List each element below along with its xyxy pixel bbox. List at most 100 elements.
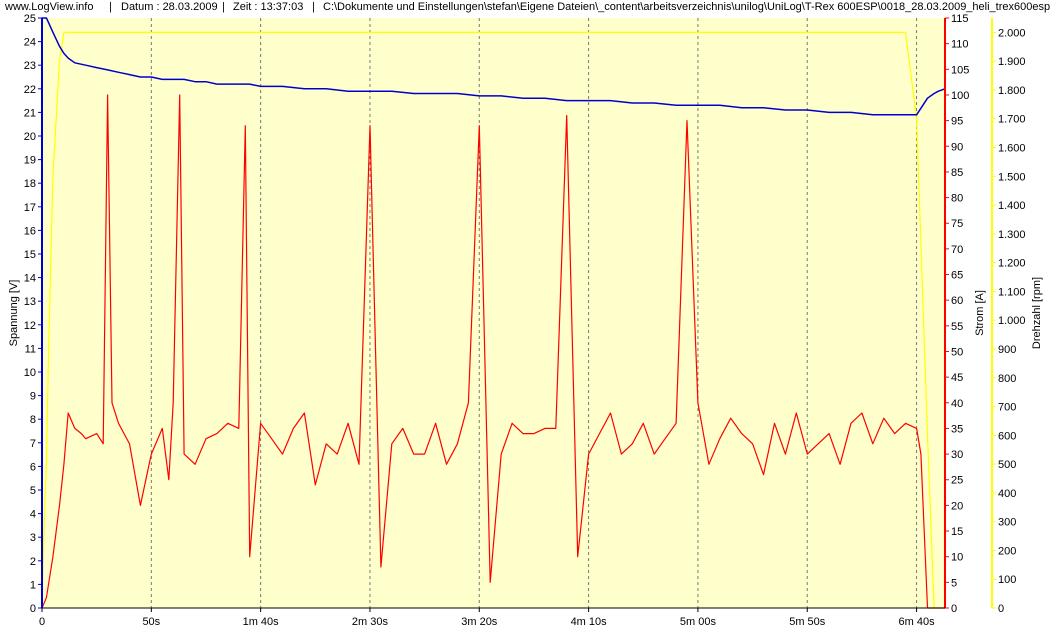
x-tick-label: 6m 40s (899, 616, 936, 628)
series-layer (41, 17, 946, 609)
voltage-tick-label: 0 (30, 603, 36, 615)
current-tick-label: 35 (951, 423, 963, 435)
rpm-tick-label: 100 (998, 574, 1016, 586)
rpm-tick-label: 500 (998, 459, 1016, 471)
voltage-tick-label: 21 (24, 107, 36, 119)
plot-area (42, 18, 945, 608)
rpm-tick-label: 0 (998, 603, 1004, 615)
current-tick-label: 105 (951, 64, 969, 76)
rpm-tick-label: 2.000 (998, 27, 1026, 39)
voltage-tick-label: 15 (24, 249, 36, 261)
voltage-tick-label: 3 (30, 532, 36, 544)
current-tick-label: 25 (951, 475, 963, 487)
rpm-tick-label: 1.600 (998, 143, 1026, 155)
rpm-tick-label: 900 (998, 344, 1016, 356)
x-tick-label: 50s (142, 616, 160, 628)
voltage-tick-label: 22 (24, 84, 36, 96)
current-tick-label: 80 (951, 193, 963, 205)
voltage-tick-label: 16 (24, 225, 36, 237)
x-tick-label: 2m 30s (352, 616, 389, 628)
current-tick-label: 50 (951, 346, 963, 358)
rpm-tick-label: 800 (998, 373, 1016, 385)
voltage-tick-label: 6 (30, 461, 36, 473)
current-tick-label: 95 (951, 116, 963, 128)
date-label: Datum : 28.03.2009 (121, 1, 218, 13)
current-tick-label: 0 (951, 603, 957, 615)
current-tick-label: 10 (951, 552, 963, 564)
separator: | (109, 1, 112, 13)
x-axis: 0 50s 1m 40s 2m 30s 3m 20s 4m 10s 5m 00s 5m 50s… (39, 608, 935, 628)
rpm-tick-label: 1.900 (998, 56, 1026, 68)
voltage-tick-label: 5 (30, 485, 36, 497)
x-tick-label: 5m 50s (789, 616, 826, 628)
current-tick-label: 15 (951, 526, 963, 538)
rpm-tick-label: 1.800 (998, 85, 1026, 97)
voltage-tick-label: 18 (24, 178, 36, 190)
voltage-tick-label: 1 (30, 579, 36, 591)
voltage-axis-label: Spannung [V] (8, 280, 20, 347)
voltage-tick-label: 8 (30, 414, 36, 426)
current-tick-label: 70 (951, 244, 963, 256)
rpm-tick-label: 1.500 (998, 171, 1026, 183)
current-tick-label: 75 (951, 218, 963, 230)
current-tick-label: 20 (951, 500, 963, 512)
voltage-tick-label: 17 (24, 202, 36, 214)
current-tick-label: 115 (951, 13, 969, 25)
rpm-tick-label: 300 (998, 517, 1016, 529)
rpm-tick-label: 1.100 (998, 286, 1026, 298)
axes-layer (41, 18, 993, 609)
separator: | (222, 1, 225, 13)
current-tick-label: 90 (951, 141, 963, 153)
current-series-line (41, 94, 945, 609)
separator: | (312, 1, 315, 13)
rpm-tick-label: 1.700 (998, 114, 1026, 126)
time-label: Zeit : 13:37:03 (233, 1, 304, 13)
x-tick-label: 4m 10s (571, 616, 608, 628)
x-tick-label: 3m 20s (461, 616, 498, 628)
voltage-series-line (42, 17, 946, 116)
rpm-tick-label: 700 (998, 402, 1016, 414)
voltage-tick-label: 2 (30, 556, 36, 568)
x-tick-label: 5m 00s (680, 616, 717, 628)
current-tick-label: 100 (951, 90, 969, 102)
file-info-header: www.LogView.info | Datum : 28.03.2009 | … (0, 0, 1050, 16)
voltage-tick-label: 23 (24, 60, 36, 72)
current-tick-label: 40 (951, 398, 963, 410)
current-tick-label: 30 (951, 449, 963, 461)
current-tick-label: 110 (951, 39, 969, 51)
x-tick-label: 0 (39, 616, 45, 628)
rpm-tick-label: 600 (998, 430, 1016, 442)
rpm-tick-label: 400 (998, 488, 1016, 500)
voltage-tick-label: 4 (30, 509, 36, 521)
voltage-tick-label: 9 (30, 391, 36, 403)
current-tick-label: 45 (951, 372, 963, 384)
rpm-tick-label: 1.400 (998, 200, 1026, 212)
voltage-tick-label: 24 (24, 37, 36, 49)
rpm-series-line (41, 31, 945, 609)
current-tick-label: 85 (951, 167, 963, 179)
rpm-tick-label: 1.200 (998, 258, 1026, 270)
site-label[interactable]: www.LogView.info (5, 1, 94, 13)
voltage-tick-label: 12 (24, 320, 36, 332)
voltage-tick-label: 7 (30, 438, 36, 450)
file-path-label: C:\Dokumente und Einstellungen\stefan\Ei… (323, 1, 1050, 13)
current-tick-label: 5 (951, 577, 957, 589)
voltage-tick-label: 13 (24, 296, 36, 308)
voltage-tick-label: 14 (24, 273, 36, 285)
rpm-tick-label: 1.300 (998, 229, 1026, 241)
current-tick-label: 55 (951, 321, 963, 333)
voltage-tick-label: 25 (24, 13, 36, 25)
x-gridlines (150, 18, 918, 608)
rpm-axis-label: Drehzahl [rpm] (1031, 277, 1043, 349)
voltage-tick-label: 10 (24, 367, 36, 379)
current-axis-label: Strom [A] (974, 290, 986, 336)
voltage-tick-label: 19 (24, 155, 36, 167)
rpm-tick-label: 1.000 (998, 315, 1026, 327)
current-tick-label: 60 (951, 295, 963, 307)
voltage-tick-label: 20 (24, 131, 36, 143)
y-axes: 0123456789101112131415161718192021222324… (8, 13, 1043, 615)
current-tick-label: 65 (951, 270, 963, 282)
rpm-tick-label: 200 (998, 545, 1016, 557)
x-tick-label: 1m 40s (243, 616, 280, 628)
